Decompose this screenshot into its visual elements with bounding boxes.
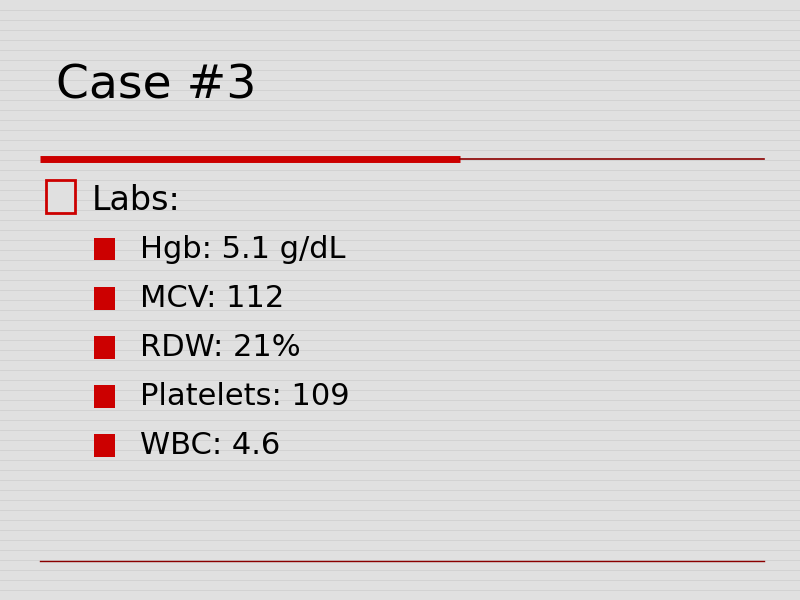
Text: WBC: 4.6: WBC: 4.6 (140, 431, 280, 460)
Bar (94, 336, 115, 359)
Text: MCV: 112: MCV: 112 (140, 284, 284, 313)
Bar (94, 238, 115, 260)
Text: Hgb: 5.1 g/dL: Hgb: 5.1 g/dL (140, 235, 346, 263)
Text: RDW: 21%: RDW: 21% (140, 333, 301, 362)
Bar (94, 385, 115, 408)
Text: Platelets: 109: Platelets: 109 (140, 382, 350, 411)
Bar (94, 434, 115, 457)
Bar (46, 180, 75, 213)
Text: Labs:: Labs: (92, 185, 181, 217)
Bar (94, 287, 115, 310)
Text: Case #3: Case #3 (56, 63, 256, 108)
